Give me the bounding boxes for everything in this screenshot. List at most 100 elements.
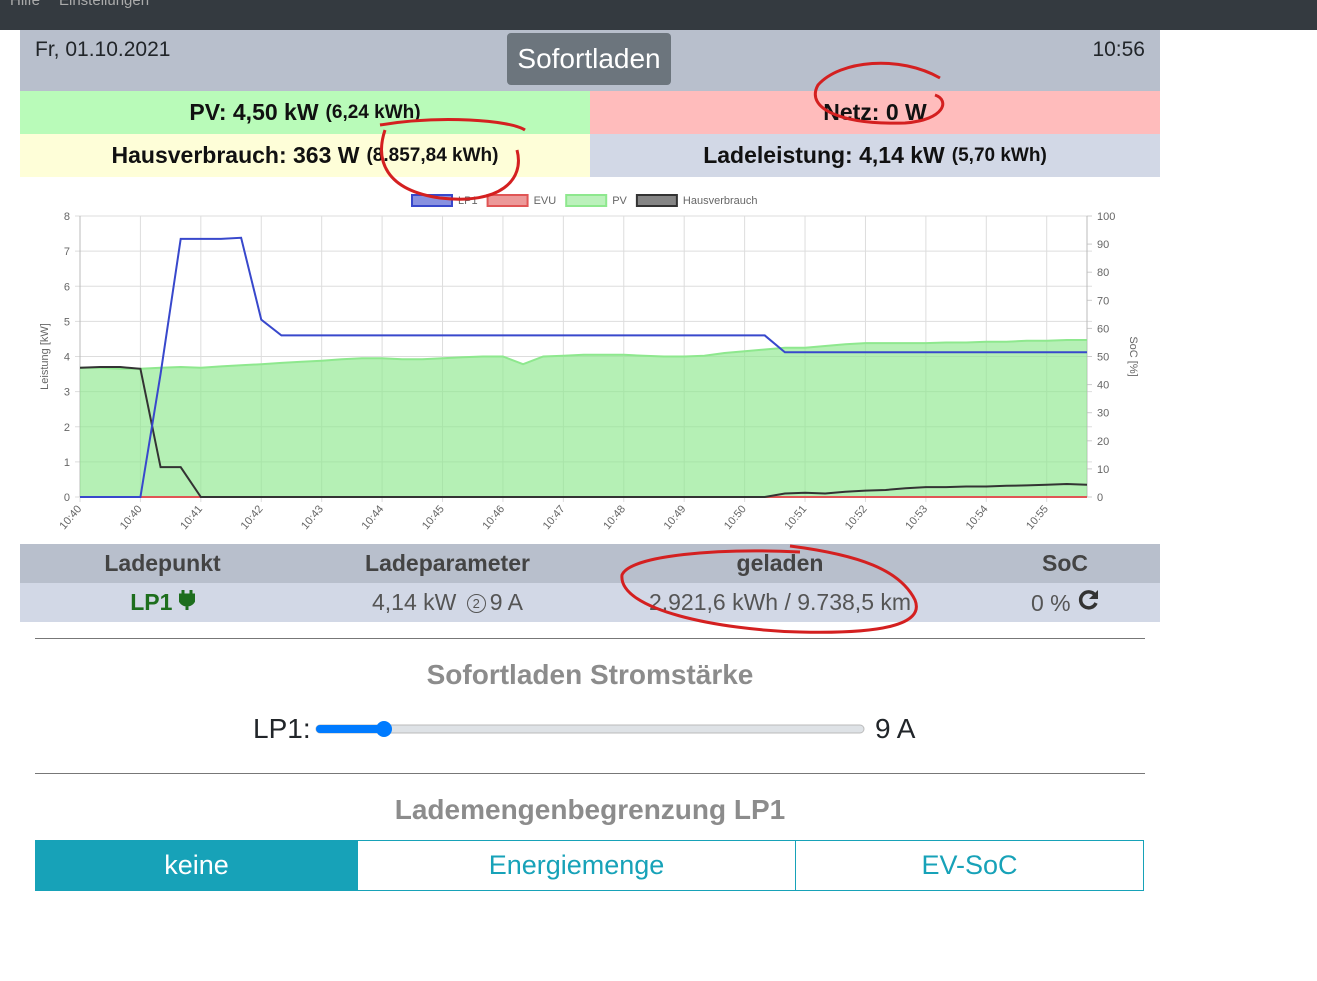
phases: 2 <box>466 594 486 613</box>
y-axis-title: Leistung [kW] <box>39 323 51 390</box>
option-button[interactable]: EV-SoC <box>795 840 1144 891</box>
plug-icon <box>178 590 196 610</box>
area <box>80 339 1087 497</box>
legend-label: PV <box>612 195 627 207</box>
chargepoint: LP1 <box>130 589 173 615</box>
cell: LP1 <box>20 589 305 616</box>
col-header: SoC <box>1042 550 1088 576</box>
y-tick-label: 1 <box>64 457 70 469</box>
cell: 2.921,6 kWh / 9.738,5 km <box>648 589 912 615</box>
charge-tile: Ladeleistung: 4,14 kW (5,70 kWh) <box>590 134 1160 177</box>
legend-swatch <box>565 194 608 207</box>
y2-tick-label: 100 <box>1097 211 1115 223</box>
cell: 0 % <box>970 589 1160 617</box>
line <box>79 366 1088 498</box>
slider-label: LP1: <box>253 713 311 744</box>
divider <box>35 773 1145 774</box>
legend-swatch <box>411 194 453 207</box>
charge-power: Ladeleistung: 4,14 kW <box>703 142 945 168</box>
col-header: geladen <box>736 550 824 576</box>
pv-power: PV: 4,50 kW <box>189 99 319 125</box>
legend-label: EVU <box>534 195 557 207</box>
slider-knob[interactable] <box>376 721 392 737</box>
y2-tick-label: 60 <box>1097 323 1109 335</box>
pv-tile: PV: 4,50 kW (6,24 kWh) <box>20 91 590 134</box>
house-energy: (8.857,84 kWh) <box>366 144 499 166</box>
col-header: Ladeparameter <box>365 550 530 576</box>
menu-bar: Hilfe Einstellungen <box>0 0 1317 30</box>
y2-axis-title: SoC [%] <box>1127 336 1139 376</box>
divider <box>35 638 1145 639</box>
house-tile: Hausverbrauch: 363 W (8.857,84 kWh) <box>20 134 590 177</box>
grid-power: Netz: 0 W <box>823 99 927 125</box>
x-tick-label: 10:42 <box>239 503 266 532</box>
y2-tick-label: 80 <box>1097 267 1109 279</box>
legend-swatch <box>486 194 529 207</box>
slider-track <box>315 724 865 734</box>
x-tick-label: 10:44 <box>360 503 387 532</box>
y-tick-label: 4 <box>64 352 70 364</box>
slider-fill <box>316 725 386 733</box>
slider-value: 9 A <box>875 713 916 744</box>
section-title: Sofortladen Stromstärke <box>426 659 754 690</box>
y2-tick-label: 70 <box>1097 295 1109 307</box>
house-power: Hausverbrauch: 363 W <box>111 142 360 168</box>
charge-energy: (5,70 kWh) <box>951 144 1047 166</box>
x-tick-label: 10:50 <box>722 503 749 532</box>
menu-item[interactable]: Einstellungen <box>59 0 150 9</box>
line <box>80 338 1087 370</box>
x-tick-label: 10:40 <box>118 503 145 532</box>
x-tick-label: 10:48 <box>601 503 628 532</box>
refresh-icon[interactable] <box>1077 589 1099 611</box>
grid-tile: Netz: 0 W <box>590 91 1160 134</box>
legend-label: LP1 <box>458 195 478 207</box>
soc: 0 % <box>1030 589 1071 616</box>
col-header: Ladepunkt <box>104 550 221 576</box>
option-button[interactable]: keine <box>35 840 358 891</box>
option-button[interactable]: Energiemenge <box>357 840 796 891</box>
y-tick-label: 0 <box>64 492 70 504</box>
y-tick-label: 6 <box>64 281 70 293</box>
y2-tick-label: 30 <box>1097 408 1109 420</box>
line <box>80 236 1087 498</box>
x-tick-label: 10:41 <box>178 503 205 532</box>
section-title: Lademengenbegrenzung LP1 <box>394 794 786 825</box>
table-header: Ladepunkt Ladeparameter geladen SoC <box>20 544 1160 583</box>
header: Fr, 01.10.2021 Sofortladen 10:56 <box>20 30 1160 91</box>
y-tick-label: 3 <box>64 387 70 399</box>
time: 10:56 <box>1092 38 1145 61</box>
x-tick-label: 10:46 <box>480 503 507 532</box>
y2-tick-label: 0 <box>1097 492 1103 504</box>
date: Fr, 01.10.2021 <box>35 38 171 61</box>
x-tick-label: 10:54 <box>964 503 991 532</box>
x-tick-label: 10:43 <box>299 503 326 532</box>
x-tick-label: 10:51 <box>782 503 809 532</box>
y2-tick-label: 40 <box>1097 380 1109 392</box>
y2-tick-label: 90 <box>1097 239 1109 251</box>
y2-tick-label: 10 <box>1097 464 1109 476</box>
slider[interactable] <box>310 717 870 741</box>
legend-label: Hausverbrauch <box>683 195 758 207</box>
x-tick-label: 10:45 <box>420 503 447 532</box>
x-tick-label: 10:55 <box>1024 503 1051 532</box>
x-tick-label: 10:40 <box>57 503 84 532</box>
pv-energy: (6,24 kWh) <box>325 101 421 123</box>
y2-tick-label: 50 <box>1097 352 1109 364</box>
mode-button[interactable]: Sofortladen <box>507 33 671 85</box>
y-tick-label: 7 <box>64 246 70 258</box>
y-tick-label: 8 <box>64 211 70 223</box>
power: 4,14 kW <box>371 589 457 615</box>
y2-tick-label: 20 <box>1097 436 1109 448</box>
menu-item[interactable]: Hilfe <box>10 0 41 9</box>
x-tick-label: 10:52 <box>843 503 870 532</box>
current: 9 A <box>489 589 524 615</box>
x-tick-label: 10:49 <box>662 503 689 532</box>
x-tick-label: 10:53 <box>903 503 930 532</box>
x-tick-label: 10:47 <box>541 503 568 532</box>
y-tick-label: 2 <box>64 422 70 434</box>
